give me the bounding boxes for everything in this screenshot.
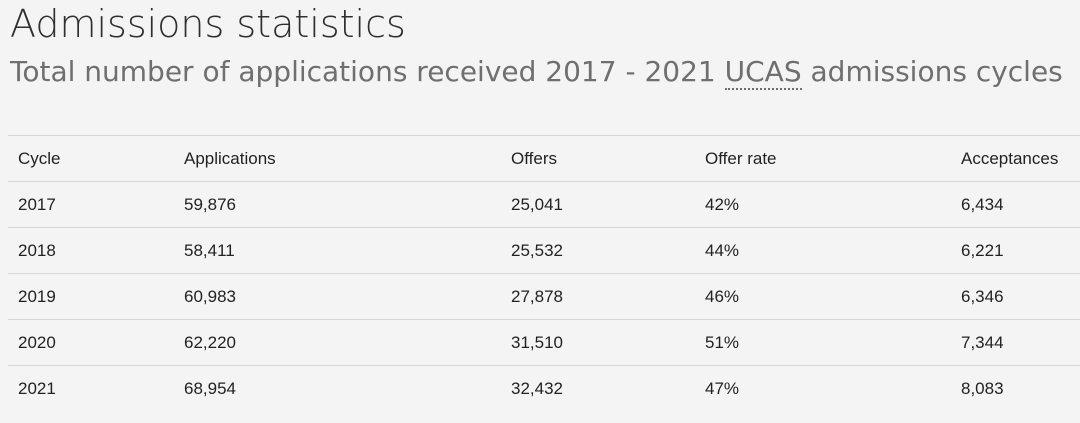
admissions-table: Cycle Applications Offers Offer rate Acc… (8, 135, 1080, 411)
cell-cycle: 2020 (18, 332, 56, 352)
cell-offers: 31,510 (511, 332, 563, 352)
table-row: 2018 58,411 25,532 44% 6,221 (8, 228, 1080, 274)
cell-applications: 60,983 (184, 286, 236, 306)
header-applications: Applications (184, 148, 276, 168)
table-row: 2017 59,876 25,041 42% 6,434 (8, 182, 1080, 228)
header-row: Cycle Applications Offers Offer rate Acc… (8, 135, 1080, 182)
cell-cycle: 2019 (18, 286, 56, 306)
ucas-abbreviation[interactable]: UCAS (724, 55, 802, 90)
page-title: Admissions statistics (10, 2, 406, 46)
cell-offer-rate: 46% (705, 286, 740, 306)
page-subtitle: Total number of applications received 20… (10, 54, 1063, 90)
table-body: 2017 59,876 25,041 42% 6,434 2018 58,411… (8, 182, 1080, 412)
cell-offer-rate: 42% (705, 194, 740, 214)
cell-offers: 25,532 (511, 240, 563, 260)
cell-offers: 32,432 (511, 378, 563, 398)
subtitle-text-before: Total number of applications received 20… (10, 55, 725, 88)
cell-applications: 62,220 (184, 332, 236, 352)
cell-cycle: 2021 (18, 378, 56, 398)
header-acceptances: Acceptances (961, 148, 1059, 168)
table-row: 2020 62,220 31,510 51% 7,344 (8, 320, 1080, 366)
header-offers: Offers (511, 148, 557, 168)
cell-offer-rate: 47% (705, 378, 740, 398)
table-row: 2021 68,954 32,432 47% 8,083 (8, 366, 1080, 412)
cell-offer-rate: 51% (705, 332, 740, 352)
cell-acceptances: 6,434 (961, 194, 1004, 214)
cell-acceptances: 7,344 (961, 332, 1004, 352)
cell-applications: 68,954 (184, 378, 236, 398)
header-cycle: Cycle (18, 148, 61, 168)
header-offer-rate: Offer rate (705, 148, 777, 168)
cell-offers: 25,041 (511, 194, 563, 214)
cell-offers: 27,878 (511, 286, 563, 306)
cell-acceptances: 6,346 (961, 286, 1004, 306)
table-row: 2019 60,983 27,878 46% 6,346 (8, 274, 1080, 320)
cell-acceptances: 6,221 (961, 240, 1004, 260)
subtitle-text-after: admissions cycles (801, 55, 1063, 88)
cell-applications: 59,876 (184, 194, 236, 214)
table-header: Cycle Applications Offers Offer rate Acc… (8, 135, 1080, 182)
cell-applications: 58,411 (184, 240, 235, 260)
cell-cycle: 2017 (18, 194, 56, 214)
cell-acceptances: 8,083 (961, 378, 1004, 398)
cell-cycle: 2018 (18, 240, 56, 260)
cell-offer-rate: 44% (705, 240, 740, 260)
